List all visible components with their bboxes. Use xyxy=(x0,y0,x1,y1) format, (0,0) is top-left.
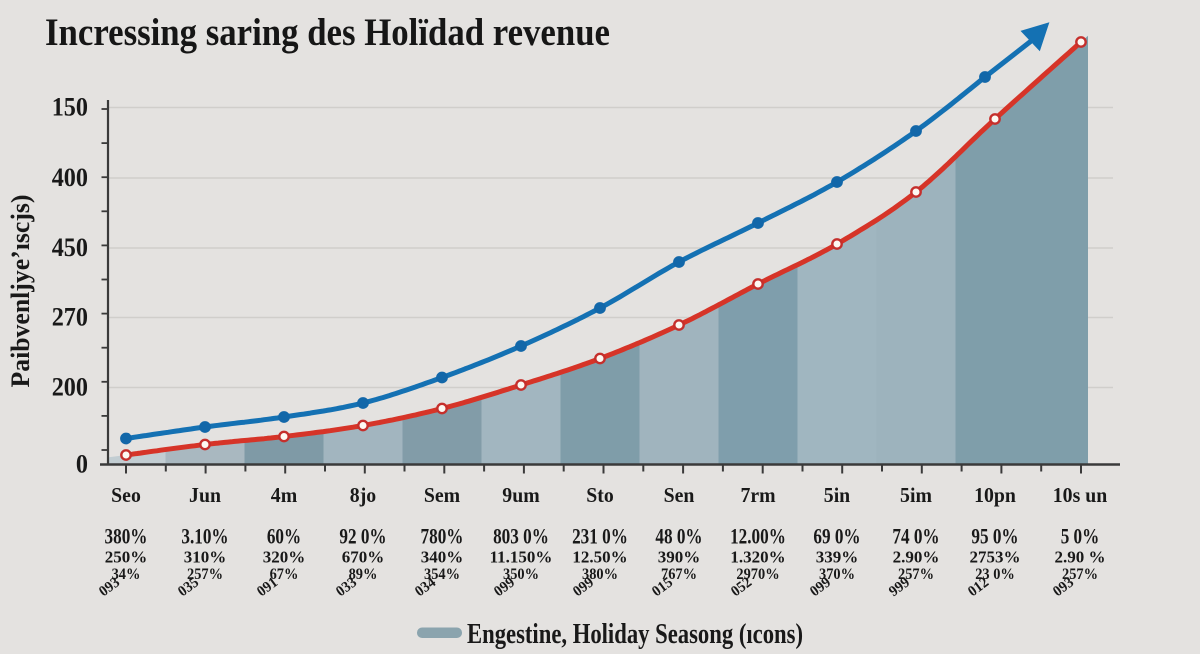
svg-text:Seo: Seo xyxy=(111,483,141,507)
svg-text:670%: 670% xyxy=(342,547,385,566)
svg-text:270: 270 xyxy=(52,302,88,331)
svg-text:11.150%: 11.150% xyxy=(490,547,553,566)
svg-text:67%: 67% xyxy=(270,566,299,583)
svg-text:8jo: 8jo xyxy=(350,483,376,507)
svg-text:2753%: 2753% xyxy=(970,547,1021,566)
svg-text:257%: 257% xyxy=(1062,566,1098,583)
svg-text:Jun: Jun xyxy=(189,483,221,507)
svg-text:340%: 340% xyxy=(421,547,464,566)
svg-text:400: 400 xyxy=(52,163,88,192)
svg-text:803 0%: 803 0% xyxy=(493,524,549,549)
svg-text:320%: 320% xyxy=(263,547,306,566)
svg-text:339%: 339% xyxy=(816,547,859,566)
svg-text:34%: 34% xyxy=(112,566,141,583)
svg-text:Sem: Sem xyxy=(424,483,460,507)
svg-text:10pn: 10pn xyxy=(974,483,1016,507)
svg-text:95 0%: 95 0% xyxy=(971,524,1018,549)
svg-text:Engestine, Holiday Seasong (ıc: Engestine, Holiday Seasong (ıcons) xyxy=(467,619,803,650)
svg-text:9um: 9um xyxy=(502,483,539,507)
svg-text:250%: 250% xyxy=(105,547,148,566)
svg-text:350%: 350% xyxy=(503,566,539,583)
svg-text:354%: 354% xyxy=(424,566,460,583)
svg-text:60%: 60% xyxy=(267,524,301,549)
svg-text:310%: 310% xyxy=(184,547,227,566)
svg-text:Sto: Sto xyxy=(586,483,614,507)
svg-text:Incressing saring des Holïdad: Incressing saring des Holïdad revenue xyxy=(45,11,610,54)
svg-text:92 0%: 92 0% xyxy=(339,524,386,549)
svg-text:150: 150 xyxy=(52,92,88,121)
svg-text:5im: 5im xyxy=(900,483,932,507)
svg-text:2970%: 2970% xyxy=(736,566,779,583)
svg-text:69 0%: 69 0% xyxy=(813,524,860,549)
svg-text:380%: 380% xyxy=(582,566,618,583)
svg-text:48 0%: 48 0% xyxy=(655,524,702,549)
svg-text:2.90%: 2.90% xyxy=(893,547,940,566)
svg-text:12.50%: 12.50% xyxy=(572,547,627,566)
svg-text:450: 450 xyxy=(52,233,88,262)
svg-text:Sen: Sen xyxy=(664,483,695,507)
svg-text:767%: 767% xyxy=(661,566,697,583)
svg-text:370%: 370% xyxy=(819,566,855,583)
svg-text:231 0%: 231 0% xyxy=(572,524,628,549)
svg-text:257%: 257% xyxy=(187,566,223,583)
svg-text:200: 200 xyxy=(52,372,88,401)
svg-text:390%: 390% xyxy=(658,547,701,566)
svg-text:5 0%: 5 0% xyxy=(1061,524,1100,549)
svg-text:1.320%: 1.320% xyxy=(730,547,785,566)
svg-text:3.10%: 3.10% xyxy=(181,524,228,549)
svg-text:2.90 %: 2.90 % xyxy=(1055,547,1106,566)
svg-text:4m: 4m xyxy=(271,483,297,507)
svg-text:12.00%: 12.00% xyxy=(730,524,786,549)
svg-text:380%: 380% xyxy=(105,524,148,549)
svg-text:23 0%: 23 0% xyxy=(975,566,1015,583)
svg-text:74 0%: 74 0% xyxy=(892,524,939,549)
svg-text:5in: 5in xyxy=(824,483,850,507)
svg-text:Paibvenljye’ıscjs): Paibvenljye’ıscjs) xyxy=(5,195,35,388)
svg-text:89%: 89% xyxy=(349,566,378,583)
svg-text:780%: 780% xyxy=(421,524,464,549)
svg-text:0: 0 xyxy=(76,449,88,478)
svg-text:10s un: 10s un xyxy=(1053,483,1107,507)
svg-text:7rm: 7rm xyxy=(740,483,775,507)
svg-text:257%: 257% xyxy=(898,566,934,583)
